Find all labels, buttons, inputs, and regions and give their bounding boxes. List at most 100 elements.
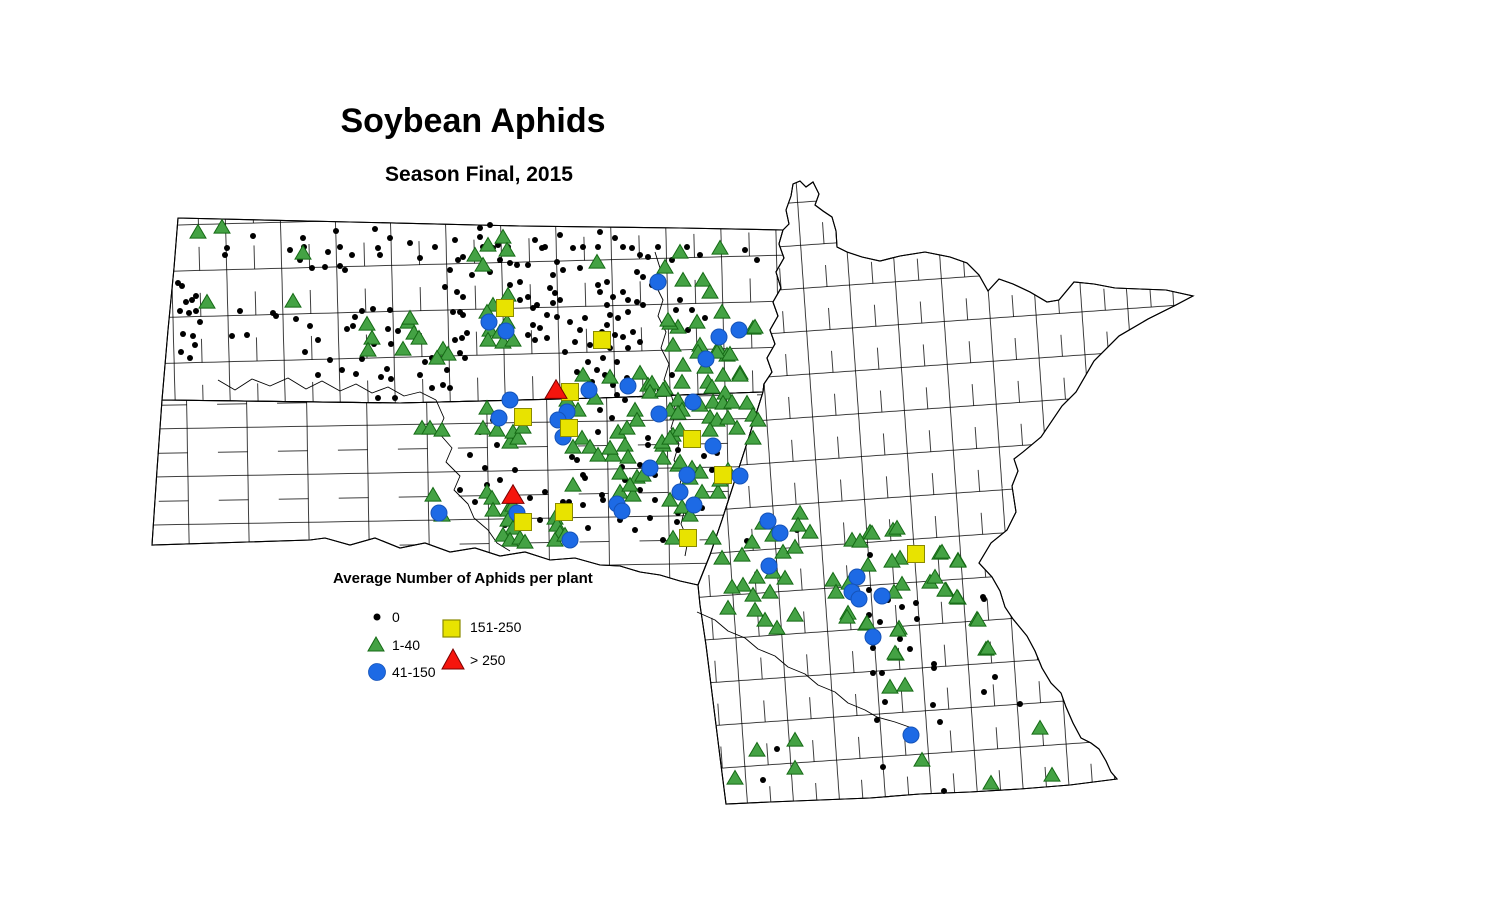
marker-low xyxy=(786,759,804,775)
marker-low xyxy=(661,491,679,507)
marker-zero xyxy=(992,674,998,680)
marker-zero xyxy=(442,284,448,290)
legend-label-1-40: 1-40 xyxy=(392,637,420,653)
marker-zero xyxy=(372,226,378,232)
marker-low xyxy=(601,439,619,455)
marker-low xyxy=(723,393,741,409)
marker-zero xyxy=(507,282,513,288)
legend-blue-circle-marker xyxy=(368,663,386,681)
marker-zero xyxy=(517,297,523,303)
marker-low xyxy=(786,538,804,554)
marker-zero xyxy=(684,244,690,250)
marker-zero xyxy=(447,385,453,391)
marker-zero xyxy=(190,333,196,339)
marker-zero xyxy=(353,371,359,377)
marker-zero xyxy=(577,265,583,271)
marker-zero xyxy=(193,308,199,314)
marker-low xyxy=(661,429,679,445)
marker-zero xyxy=(333,228,339,234)
marker-low xyxy=(776,569,794,585)
marker-zero xyxy=(542,244,548,250)
marker-low xyxy=(709,483,727,499)
legend-yellow-square-marker xyxy=(442,619,461,638)
marker-low xyxy=(474,256,492,272)
marker-low xyxy=(494,228,512,244)
marker-mid xyxy=(697,350,715,368)
marker-zero xyxy=(597,289,603,295)
marker-mid xyxy=(850,590,868,608)
marker-zero xyxy=(192,342,198,348)
marker-low xyxy=(674,271,692,287)
marker-low xyxy=(654,381,672,397)
marker-low xyxy=(743,533,761,549)
marker-zero xyxy=(580,502,586,508)
marker-zero xyxy=(877,619,883,625)
marker-low xyxy=(701,283,719,299)
marker-mid xyxy=(678,466,696,484)
legend-green-triangle-marker xyxy=(367,635,385,652)
marker-zero xyxy=(244,332,250,338)
legend-red-triangle-marker xyxy=(441,647,465,670)
legend-dot-marker xyxy=(373,613,381,621)
marker-zero xyxy=(595,282,601,288)
legend-label-gt-250: > 250 xyxy=(470,652,506,668)
page-subtitle: Season Final, 2015 xyxy=(385,163,573,186)
marker-zero xyxy=(570,245,576,251)
marker-zero xyxy=(530,322,536,328)
marker-low xyxy=(824,571,842,587)
marker-low xyxy=(863,524,881,540)
marker-zero xyxy=(595,429,601,435)
marker-low xyxy=(466,246,484,262)
marker-zero xyxy=(882,699,888,705)
river-minnesota xyxy=(696,611,913,729)
marker-low xyxy=(654,449,672,465)
marker-zero xyxy=(462,355,468,361)
marker-zero xyxy=(325,249,331,255)
marker-mid xyxy=(619,377,637,395)
marker-low xyxy=(886,644,904,660)
marker-low xyxy=(433,421,451,437)
marker-zero xyxy=(388,376,394,382)
marker-zero xyxy=(604,302,610,308)
marker-zero xyxy=(302,349,308,355)
marker-low xyxy=(656,258,674,274)
marker-zero xyxy=(577,327,583,333)
marker-low xyxy=(969,611,987,627)
marker-zero xyxy=(870,670,876,676)
marker-zero xyxy=(547,285,553,291)
marker-low xyxy=(858,614,876,630)
legend-label-0: 0 xyxy=(392,609,400,625)
marker-low xyxy=(694,271,712,287)
marker-zero xyxy=(899,604,905,610)
marker-zero xyxy=(337,244,343,250)
marker-zero xyxy=(375,245,381,251)
marker-zero xyxy=(459,335,465,341)
marker-zero xyxy=(180,331,186,337)
marker-zero xyxy=(645,435,651,441)
marker-zero xyxy=(614,359,620,365)
marker-zero xyxy=(525,294,531,300)
marker-zero xyxy=(637,339,643,345)
marker-zero xyxy=(572,339,578,345)
marker-mid xyxy=(902,726,920,744)
marker-zero xyxy=(287,247,293,253)
marker-zero xyxy=(552,290,558,296)
marker-low xyxy=(734,576,752,592)
marker-zero xyxy=(507,260,513,266)
marker-low xyxy=(573,429,591,445)
marker-zero xyxy=(640,274,646,280)
marker-low xyxy=(703,378,721,394)
marker-low xyxy=(479,331,497,347)
marker-mid xyxy=(580,381,598,399)
marker-mid xyxy=(650,405,668,423)
marker-zero xyxy=(637,462,643,468)
marker-mid xyxy=(730,321,748,339)
marker-low xyxy=(936,581,954,597)
river-missouri-nd xyxy=(217,377,437,401)
marker-zero xyxy=(604,322,610,328)
marker-low xyxy=(714,366,732,382)
marker-zero xyxy=(429,385,435,391)
marker-zero xyxy=(941,788,947,794)
marker-high xyxy=(593,331,611,349)
marker-zero xyxy=(625,309,631,315)
